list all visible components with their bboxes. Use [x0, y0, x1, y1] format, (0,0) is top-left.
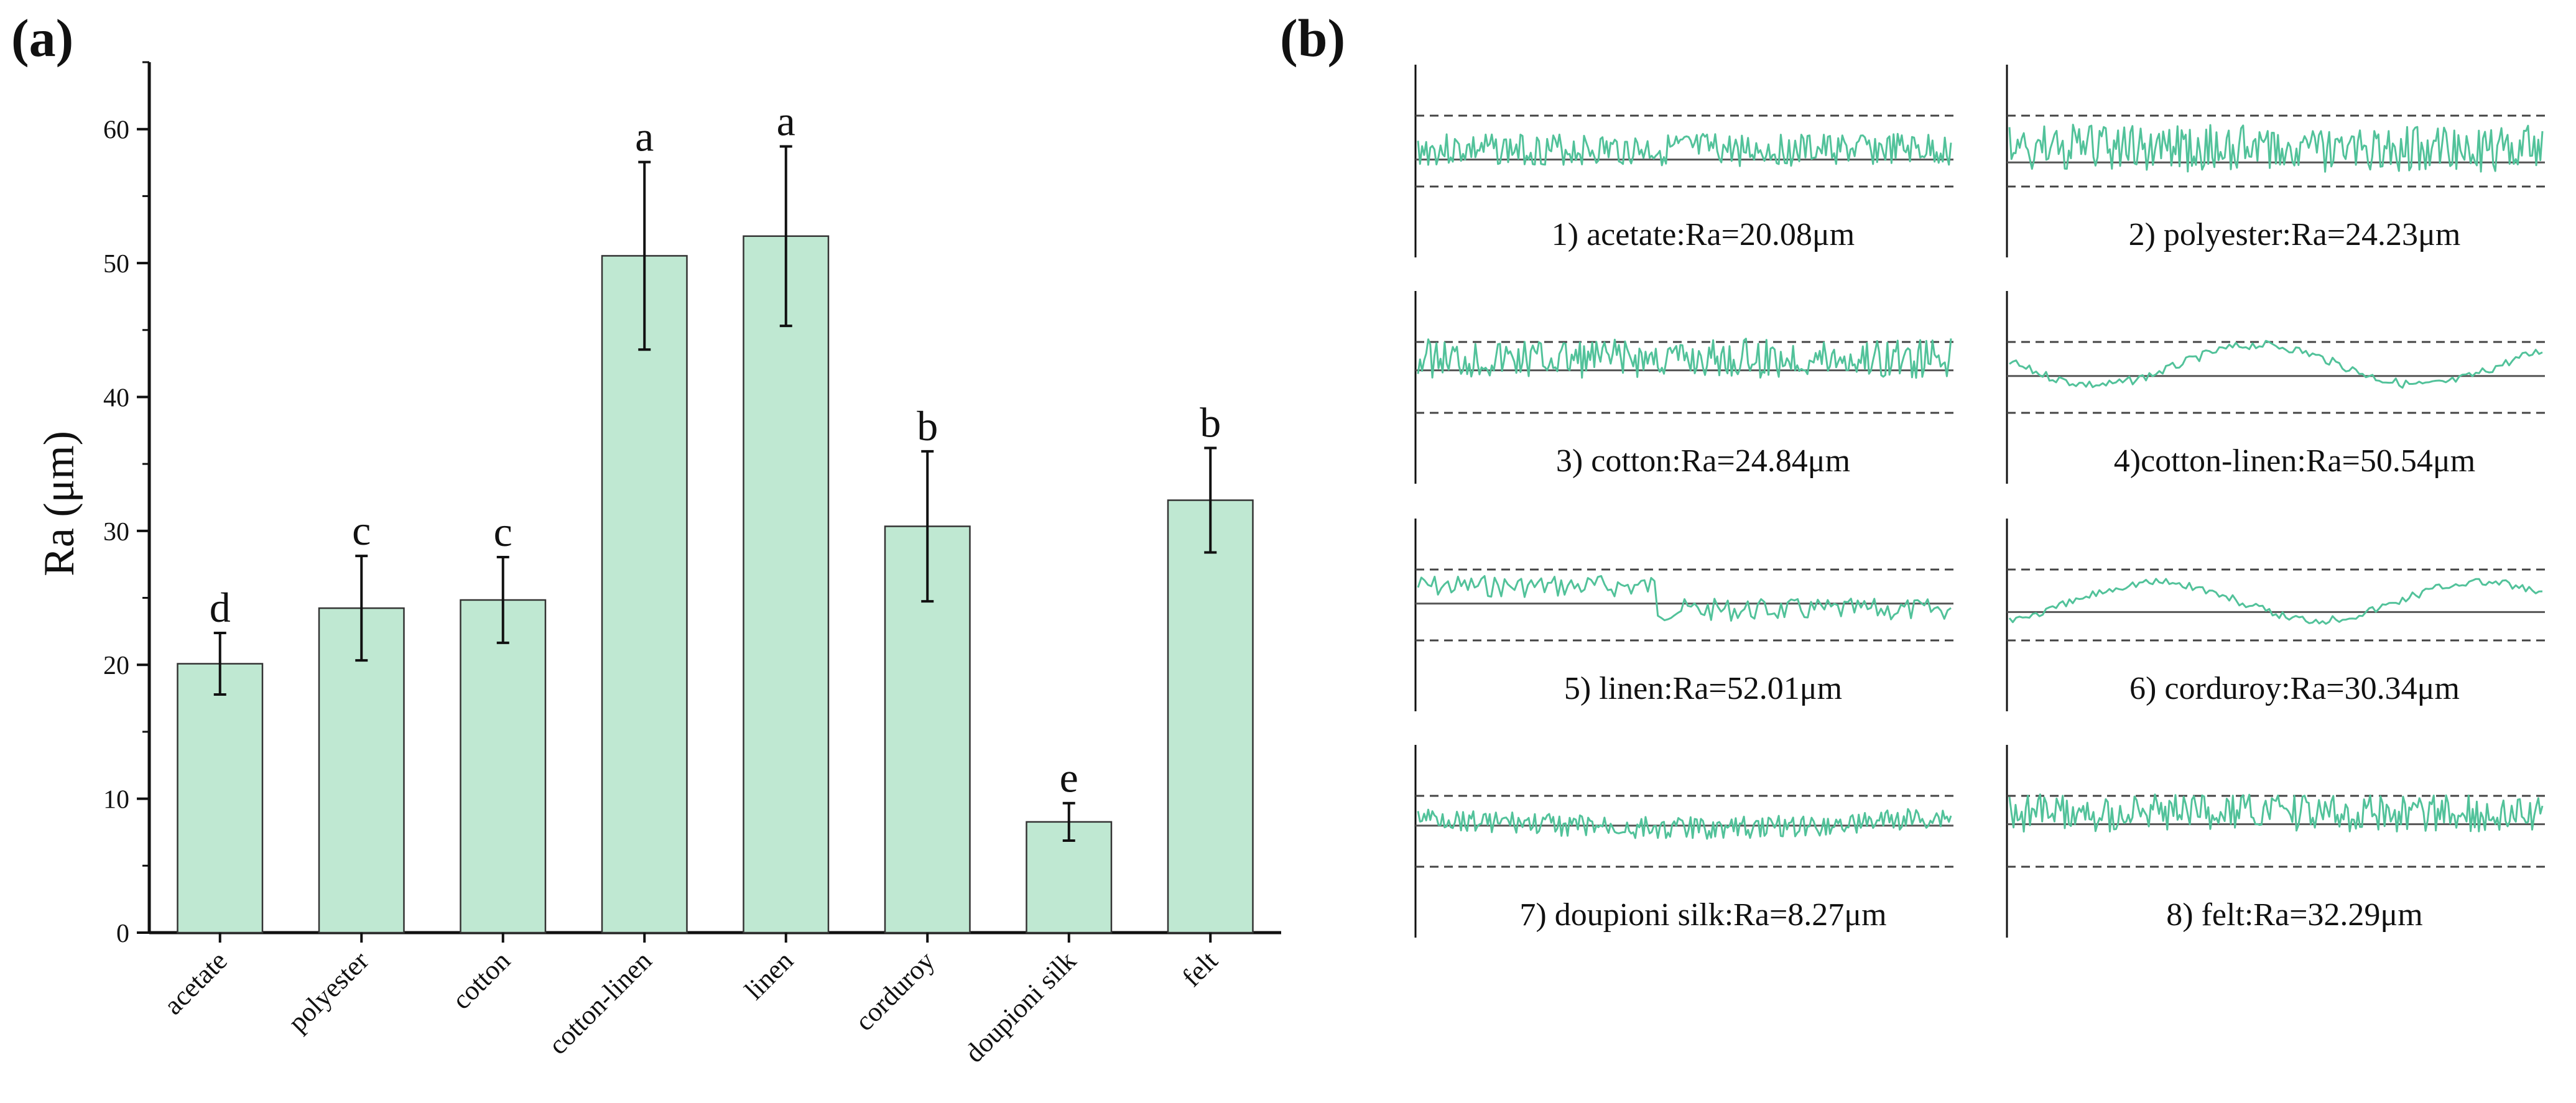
profile-trace — [2008, 578, 2543, 625]
y-tick-label: 40 — [103, 384, 129, 412]
profile-caption: 8) felt:Ra=32.29μm — [2166, 897, 2422, 933]
profile-1: 1) acetate:Ra=20.08μm — [1414, 65, 1953, 257]
bar-chart: 0 10 20 30 40 50 60 Ra (μm) d acetate c polyester c c… — [35, 61, 1281, 1068]
bar-polyester — [318, 607, 405, 934]
y-axis-label: Ra (μm) — [35, 431, 83, 576]
y-tick-label: 0 — [116, 920, 129, 948]
profile-caption: 2) polyester:Ra=24.23μm — [2129, 217, 2461, 252]
profile-6: 6) corduroy:Ra=30.34μm — [2006, 519, 2545, 711]
x-tick-label: linen — [739, 945, 799, 1005]
profile-2: 2) polyester:Ra=24.23μm — [2006, 65, 2545, 257]
bar-cotton — [460, 599, 547, 934]
profile-caption: 5) linen:Ra=52.01μm — [1564, 671, 1842, 706]
y-tick-label: 20 — [103, 652, 129, 680]
bar-felt — [1167, 499, 1254, 934]
bar-linen — [743, 235, 830, 934]
roughness-profiles: 1) acetate:Ra=20.08μm 2) polyester:Ra=24.… — [1414, 65, 2545, 938]
panel-label-a: (a) — [11, 8, 73, 68]
profile-trace — [1417, 132, 1952, 167]
significance-letter: c — [352, 507, 371, 554]
profile-8: 8) felt:Ra=32.29μm — [2006, 745, 2545, 938]
significance-letter: b — [1200, 399, 1221, 446]
x-tick-label: polyester — [282, 945, 375, 1038]
profile-5: 5) linen:Ra=52.01μm — [1414, 519, 1953, 711]
significance-letter: a — [635, 113, 654, 160]
x-tick-label: cotton — [446, 945, 516, 1015]
profile-4: 4)cotton-linen:Ra=50.54μm — [2006, 291, 2545, 484]
y-tick-label: 10 — [103, 786, 129, 815]
x-tick-label: felt — [1176, 945, 1223, 992]
significance-letter: d — [210, 584, 231, 631]
profile-trace — [1417, 338, 1952, 379]
significance-letter: a — [777, 97, 795, 144]
profile-caption: 6) corduroy:Ra=30.34μm — [2129, 671, 2460, 706]
profile-caption: 1) acetate:Ra=20.08μm — [1552, 217, 1855, 252]
profile-trace — [2008, 124, 2544, 173]
profile-caption: 4)cotton-linen:Ra=50.54μm — [2114, 443, 2475, 479]
x-tick-label: corduroy — [849, 945, 940, 1036]
y-tick-label: 50 — [103, 250, 129, 279]
profile-3: 3) cotton:Ra=24.84μm — [1414, 291, 1953, 484]
significance-letter: e — [1060, 754, 1078, 801]
profile-trace — [2008, 793, 2544, 833]
significance-letter: c — [494, 508, 512, 555]
bar-cotton-linen — [601, 255, 688, 934]
panel-label-b: (b) — [1280, 8, 1345, 68]
y-tick-label: 60 — [103, 116, 129, 145]
x-tick-label: acetate — [158, 945, 233, 1020]
profile-trace — [1417, 808, 1952, 840]
profile-trace — [2009, 339, 2543, 389]
profile-caption: 7) doupioni silk:Ra=8.27μm — [1519, 897, 1886, 933]
significance-letter: b — [917, 402, 938, 450]
profile-7: 7) doupioni silk:Ra=8.27μm — [1414, 745, 1953, 938]
x-tick-label: cotton-linen — [542, 945, 657, 1060]
x-tick-label: doupioni silk — [959, 945, 1082, 1068]
profile-caption: 3) cotton:Ra=24.84μm — [1556, 443, 1850, 479]
bar-acetate — [177, 663, 264, 934]
profile-trace — [1417, 575, 1952, 622]
y-tick-label: 30 — [103, 518, 129, 547]
